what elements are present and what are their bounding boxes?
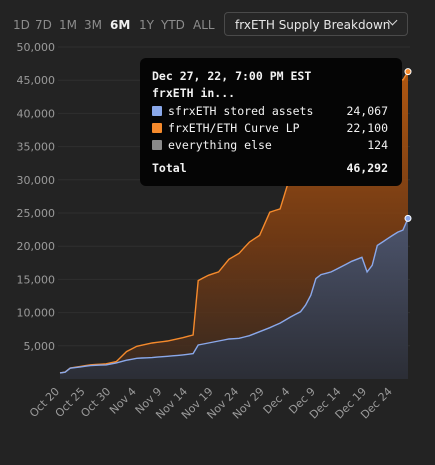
- range-3m-button[interactable]: 3M: [84, 18, 102, 32]
- y-tick-label: 25,000: [17, 207, 56, 220]
- y-tick-label: 40,000: [17, 107, 56, 120]
- sfrxeth-line: [59, 218, 409, 374]
- tooltip-total-value: 46,292: [346, 161, 388, 175]
- dropdown-label: frxETH Supply Breakdown: [235, 18, 391, 32]
- y-tick-label: 30,000: [17, 174, 56, 187]
- x-tick-label: Dec 4: [261, 385, 293, 417]
- range-6m-button[interactable]: 6M: [110, 18, 131, 32]
- tooltip-row: everything else 124: [152, 138, 388, 154]
- tooltip-row-value: 24,067: [346, 104, 388, 118]
- y-tick-label: 15,000: [17, 273, 56, 286]
- y-tick-label: 35,000: [17, 141, 56, 154]
- tooltip-row-name: everything else: [168, 138, 272, 152]
- range-7d-button[interactable]: 7D: [35, 18, 52, 32]
- sfrxeth-marker: [404, 214, 412, 222]
- tooltip-row-value: 124: [367, 138, 388, 152]
- tooltip-total-label: Total: [152, 161, 187, 175]
- tooltip-row-name: sfrxETH stored assets: [168, 104, 314, 118]
- sfrxeth-area: [60, 218, 408, 379]
- y-tick-label: 50,000: [17, 41, 56, 54]
- hover-markers: [404, 68, 412, 222]
- tooltip-row: frxETH/ETH Curve LP 22,100: [152, 121, 388, 137]
- tooltip-row: sfrxETH stored assets 24,067: [152, 104, 388, 120]
- curve-lp-swatch: [152, 123, 162, 133]
- tooltip-date: Dec 27, 22, 7:00 PM EST: [152, 69, 312, 83]
- y-axis: 5,000 10,000 15,000 20,000 25,000 30,000 35,00…: [17, 41, 56, 353]
- tooltip-row-value: 22,100: [346, 121, 388, 135]
- everything-else-swatch: [152, 140, 162, 150]
- sfrxeth-swatch: [152, 106, 162, 116]
- range-all-button[interactable]: ALL: [193, 18, 215, 32]
- range-ytd-button[interactable]: YTD: [161, 18, 185, 32]
- y-tick-label: 20,000: [17, 240, 56, 253]
- tooltip-row-name: frxETH/ETH Curve LP: [168, 121, 300, 135]
- chart-tooltip: Dec 27, 22, 7:00 PM EST frxETH in... sfr…: [140, 58, 402, 186]
- y-tick-label: 5,000: [24, 340, 56, 353]
- y-tick-label: 45,000: [17, 74, 56, 87]
- y-tick-label: 10,000: [17, 307, 56, 320]
- tooltip-subtitle: frxETH in...: [152, 86, 236, 100]
- curve-lp-marker: [404, 68, 412, 76]
- toolbar: 1D 7D 1M 3M 6M 1Y YTD ALL frxETH Supply …: [0, 12, 435, 38]
- range-1y-button[interactable]: 1Y: [139, 18, 154, 32]
- range-1m-button[interactable]: 1M: [59, 18, 77, 32]
- x-tick-label: Nov 4: [107, 385, 139, 417]
- range-1d-button[interactable]: 1D: [13, 18, 30, 32]
- breakdown-dropdown[interactable]: frxETH Supply Breakdown: [224, 12, 408, 36]
